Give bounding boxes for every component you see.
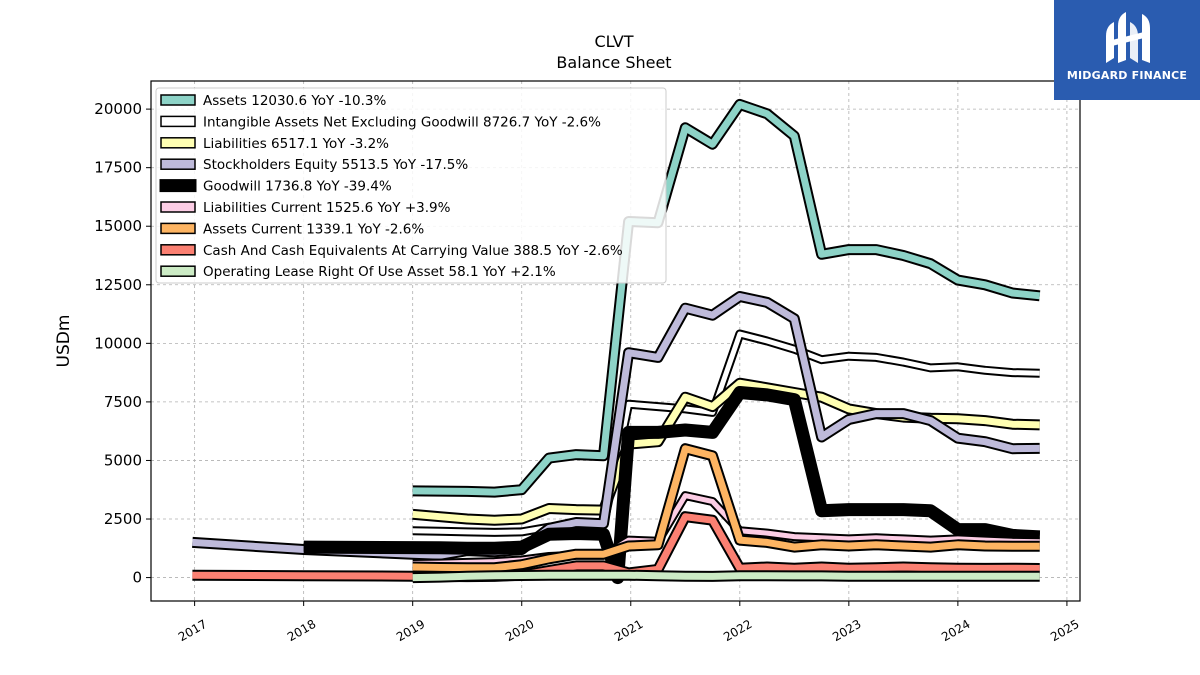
legend-swatch-3 [160, 158, 196, 170]
legend-entry-7: Cash And Cash Equivalents At Carrying Va… [203, 243, 623, 259]
x-tick-label: 2023 [830, 617, 863, 644]
legend-entry-6: Assets Current 1339.1 YoY -2.6% [203, 221, 424, 237]
series-line-1 [412, 331, 1040, 535]
y-tick-label: 0 [132, 569, 142, 587]
x-tick-label: 2020 [503, 617, 536, 644]
legend-entry-4: Goodwill 1736.8 YoY -39.4% [203, 179, 392, 195]
x-tick-label: 2022 [721, 617, 754, 644]
series-line-4 [303, 388, 1040, 583]
plot-frame [150, 80, 1081, 602]
x-tick-label: 2024 [939, 617, 972, 644]
x-tick-label: 2018 [285, 617, 318, 644]
x-tick-label: 2019 [394, 617, 427, 644]
legend-entry-5: Liabilities Current 1525.6 YoY +3.9% [203, 200, 451, 216]
y-tick-label: 15000 [94, 217, 142, 235]
x-tick-label: 2021 [612, 617, 645, 644]
legend-box [155, 87, 667, 284]
y-axis-label: USDm [54, 315, 74, 368]
y-tick-label: 17500 [94, 159, 142, 177]
y-tick-label: 12500 [94, 276, 142, 294]
chart-title: CLVT [594, 32, 633, 51]
legend-entry-2: Liabilities 6517.1 YoY -3.2% [203, 136, 389, 152]
legend-entry-8: Operating Lease Right Of Use Asset 58.1 … [203, 264, 556, 280]
y-tick-label: 2500 [104, 510, 142, 528]
legend-swatch-0 [160, 94, 196, 106]
x-tick-label: 2025 [1048, 617, 1081, 644]
chart-subtitle: Balance Sheet [556, 53, 671, 72]
y-tick-label: 7500 [104, 393, 142, 411]
y-tick-label: 10000 [94, 334, 142, 352]
legend-swatch-7 [160, 244, 196, 256]
legend-swatch-8 [160, 265, 196, 277]
legend-swatch-6 [160, 222, 196, 235]
y-tick-label: 20000 [94, 100, 142, 118]
legend-entry-0: Assets 12030.6 YoY -10.3% [203, 93, 387, 109]
midgard-finance-logo: MIDGARD FINANCE [1054, 0, 1200, 100]
series-line-0 [412, 100, 1041, 496]
legend-swatch-5 [160, 201, 196, 213]
legend-entry-3: Stockholders Equity 5513.5 YoY -17.5% [203, 157, 468, 173]
x-tick-label: 2017 [176, 617, 209, 644]
legend-swatch-1 [160, 115, 196, 128]
legend-swatch-4 [159, 179, 197, 193]
legend-swatch-2 [160, 137, 196, 149]
logo-text: MIDGARD FINANCE [1066, 69, 1188, 82]
series-line-6 [412, 445, 1040, 572]
series-line-8 [412, 571, 1040, 582]
midgard-logo-icon [1106, 12, 1150, 63]
y-tick-label: 5000 [104, 451, 142, 469]
legend-entry-1: Intangible Assets Net Excluding Goodwill… [203, 114, 601, 130]
